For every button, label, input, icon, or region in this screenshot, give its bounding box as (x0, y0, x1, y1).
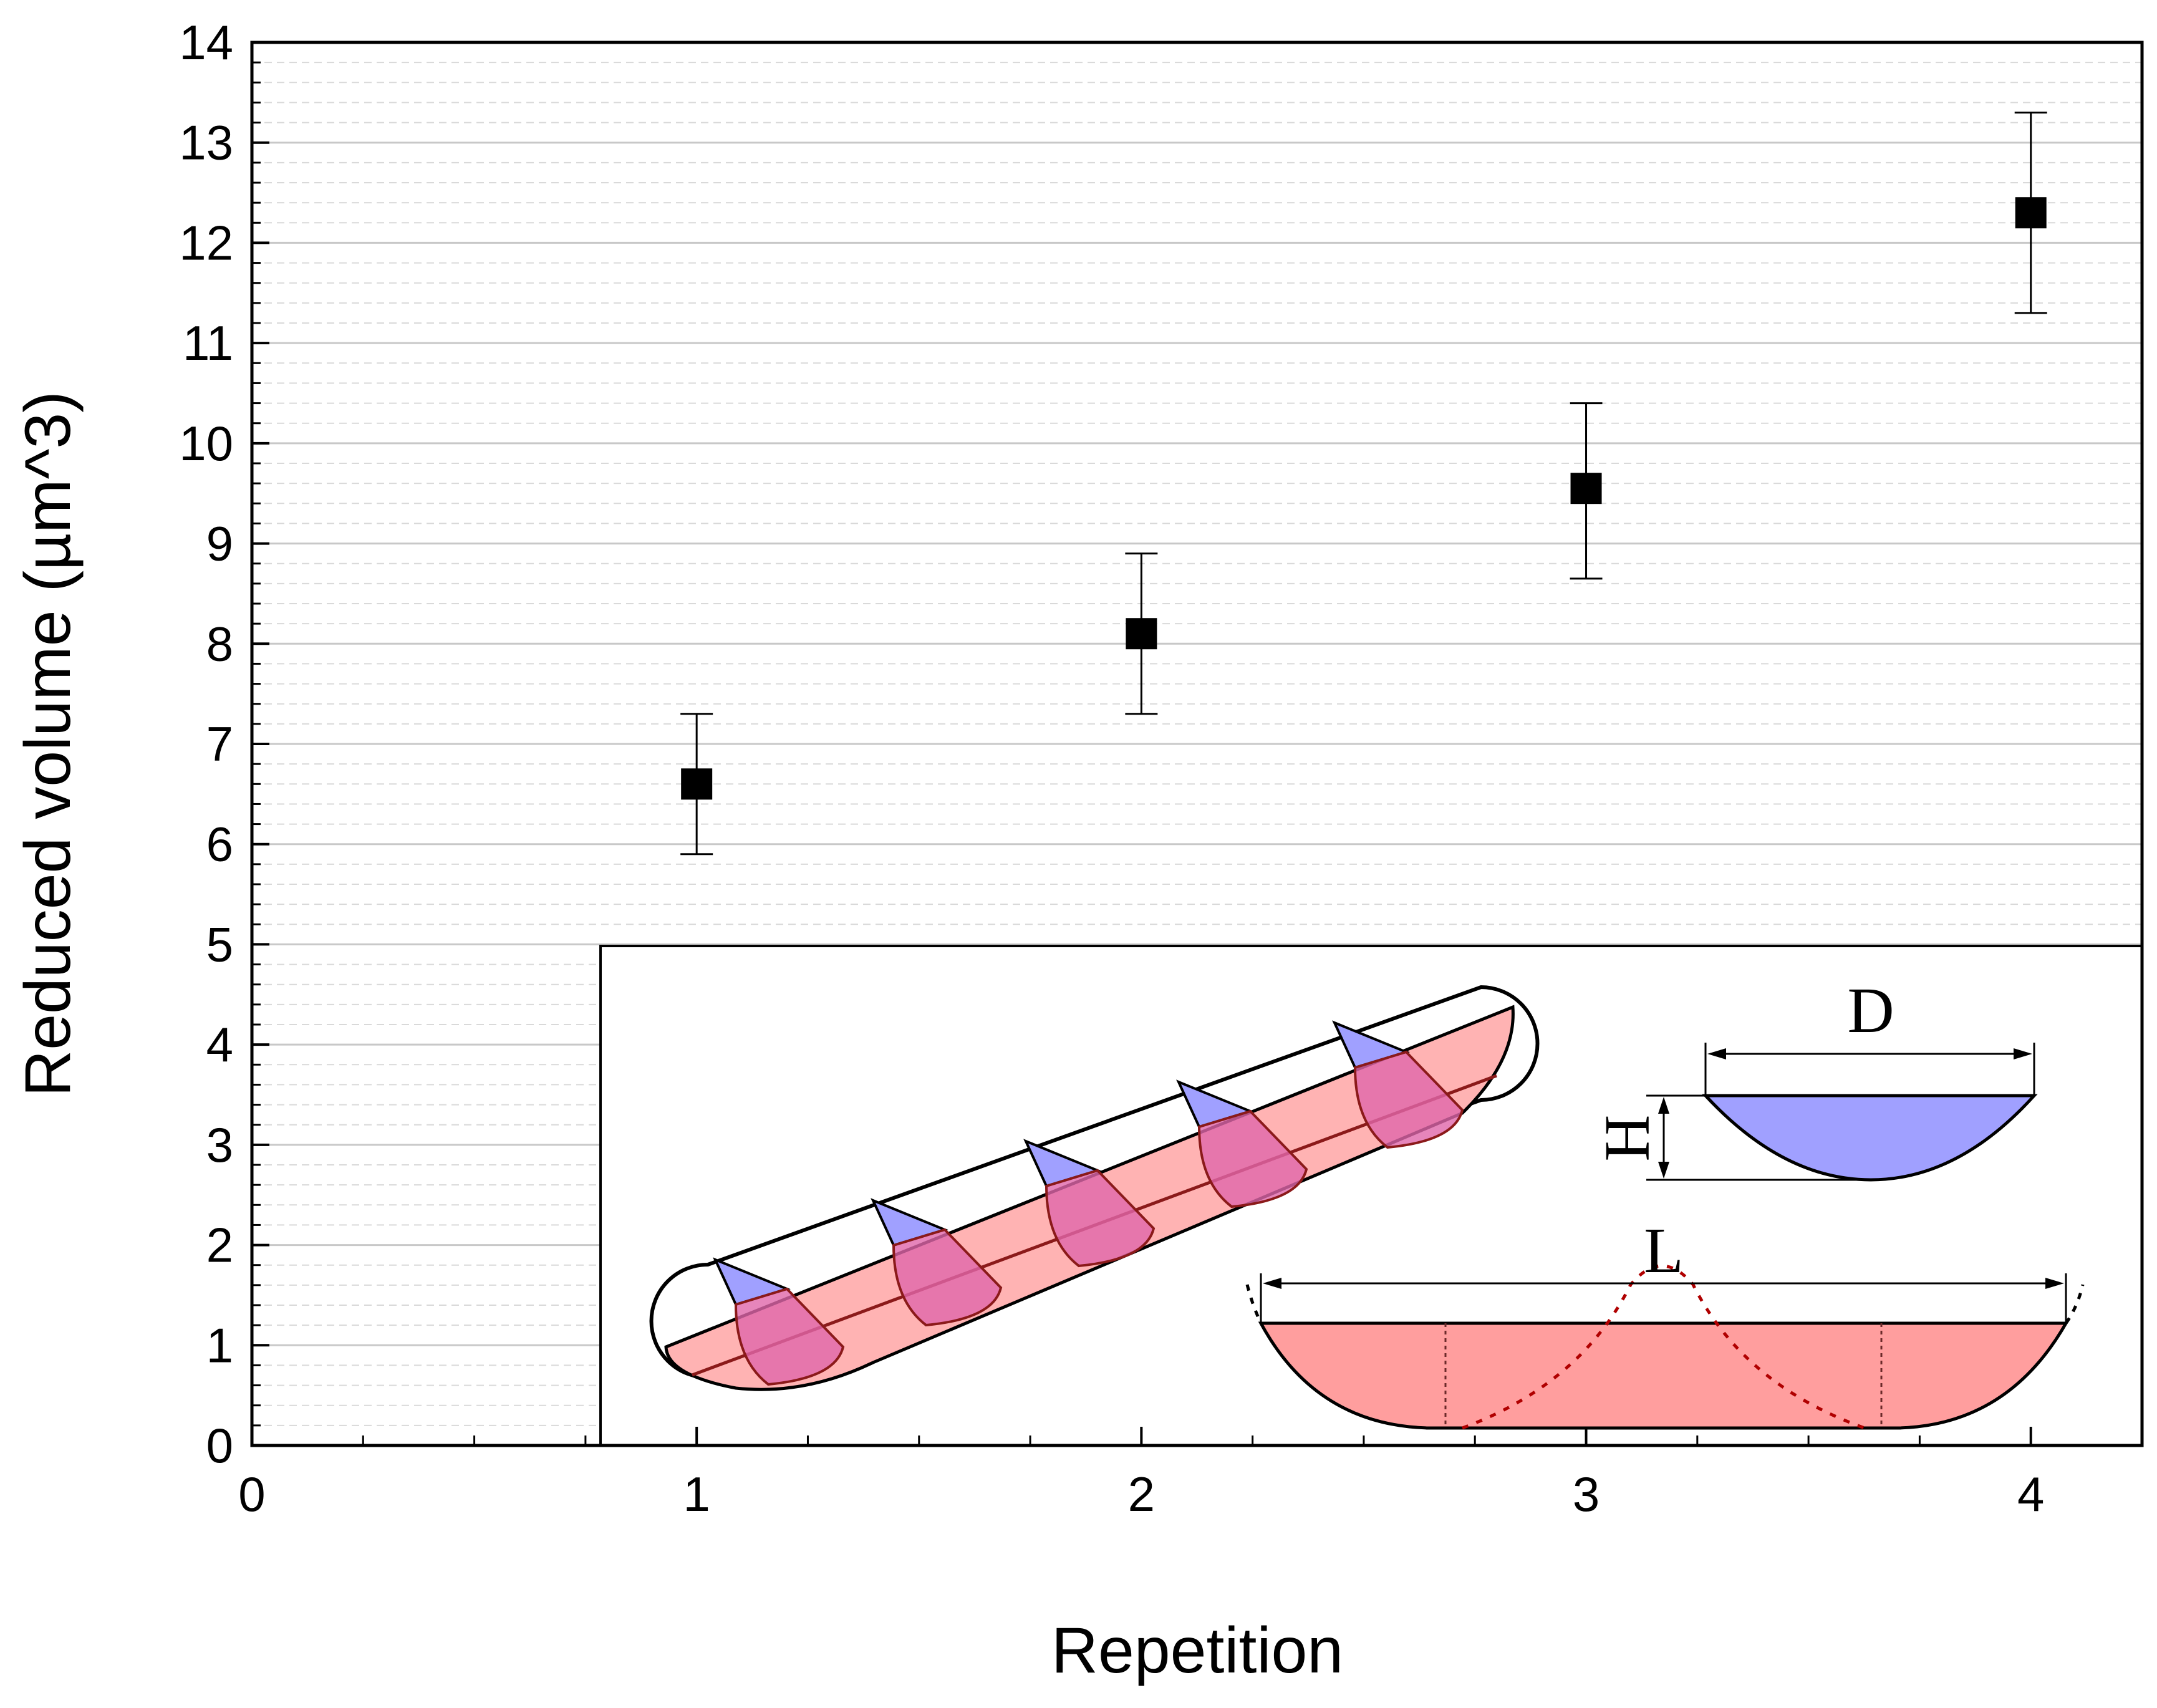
y-tick-label: 2 (206, 1218, 233, 1273)
y-tick-label: 11 (183, 316, 233, 370)
spherical-cap-section (1702, 1094, 2038, 1182)
h-label: H (1591, 1114, 1663, 1161)
d-arrow-left (1707, 1048, 1726, 1059)
capsule-segment (1332, 1020, 1464, 1149)
capsule-segment (1023, 1139, 1156, 1268)
edge-arc-left-dotted (1245, 1284, 1263, 1324)
d-arrow-right (2014, 1048, 2032, 1059)
y-tick-label: 12 (179, 215, 233, 270)
y-tick-label: 9 (206, 516, 233, 571)
x-tick-label: 3 (1573, 1467, 1600, 1522)
h-arrow-top (1658, 1097, 1669, 1114)
segment-red-cap (1353, 1050, 1464, 1149)
x-tick-label: 4 (2017, 1467, 2044, 1522)
data-point (1570, 473, 1602, 504)
y-tick-label: 13 (179, 115, 233, 170)
capsule-segment (713, 1257, 845, 1386)
l-arrow-left (1263, 1278, 1281, 1289)
y-tick-label: 1 (206, 1318, 233, 1373)
y-tick-label: 8 (206, 616, 233, 671)
y-tick-label: 0 (206, 1418, 233, 1473)
capsule-segment (1176, 1079, 1308, 1209)
y-tick-label: 6 (206, 817, 233, 872)
data-point (1126, 618, 1157, 650)
inset-schematic: D H L (599, 945, 2143, 1447)
y-tick-label: 3 (206, 1117, 233, 1172)
y-tick-label: 5 (206, 917, 233, 972)
edge-arc-right-dotted (2064, 1284, 2085, 1324)
l-label: L (1644, 1215, 1684, 1286)
x-tick-label: 0 (238, 1467, 265, 1522)
y-axis-title: Reduced volume (µm^3) (12, 391, 84, 1097)
x-axis-title: Repetition (1051, 1614, 1343, 1687)
l-arrow-right (2045, 1278, 2064, 1289)
y-tick-label: 7 (206, 716, 233, 771)
d-label: D (1847, 975, 1894, 1046)
longitudinal-section (1258, 1321, 2069, 1430)
data-points (681, 197, 2047, 800)
y-tick-label: 4 (206, 1017, 233, 1072)
y-tick-label: 14 (179, 15, 233, 70)
segment-red-cap (1197, 1109, 1308, 1209)
segment-red-cap (1045, 1169, 1156, 1268)
data-point (681, 768, 713, 800)
x-tick-label: 1 (683, 1467, 710, 1522)
x-tick-label: 2 (1128, 1467, 1155, 1522)
segment-red-cap (734, 1287, 845, 1386)
y-tick-label: 10 (179, 416, 233, 471)
axis-ticks (251, 41, 2143, 1447)
capsule-segment (871, 1198, 1003, 1327)
data-point (2015, 197, 2047, 229)
segment-red-cap (892, 1228, 1003, 1327)
h-arrow-bottom (1658, 1162, 1669, 1179)
